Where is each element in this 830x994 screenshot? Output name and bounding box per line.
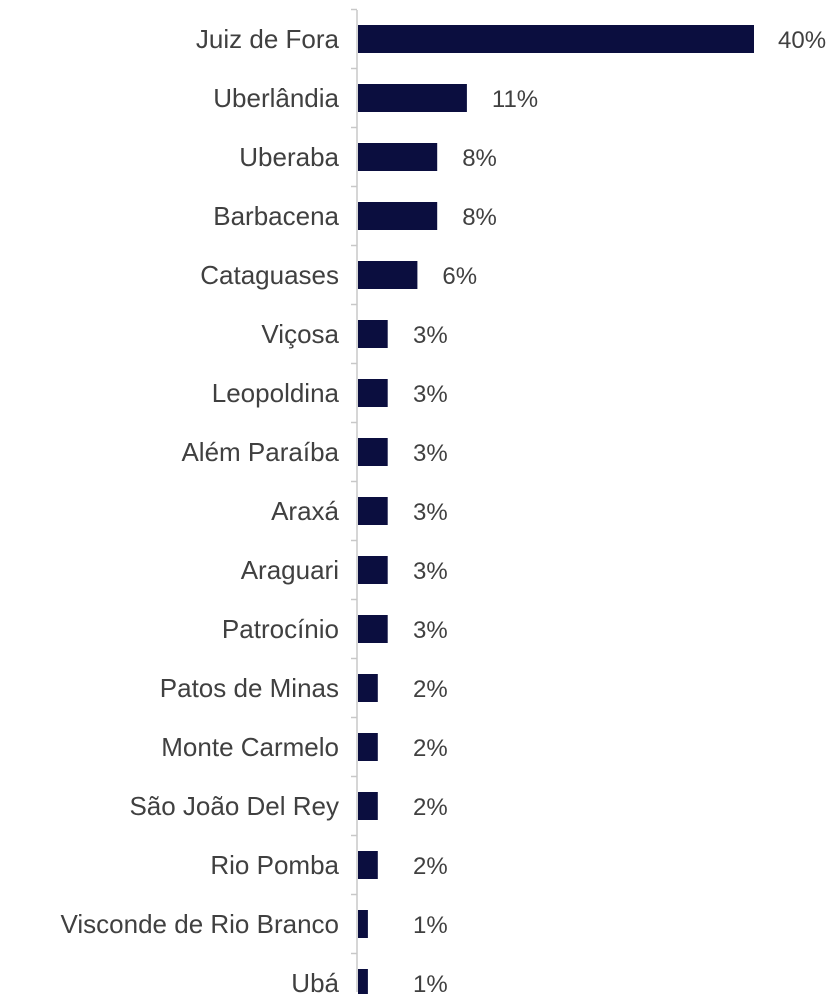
bar [358,851,378,879]
category-label: Visconde de Rio Branco [61,909,339,939]
value-label: 2% [413,735,448,762]
value-label: 40% [778,27,826,54]
category-label: Monte Carmelo [161,732,339,762]
bar [358,202,438,230]
category-label: Ubá [291,968,339,994]
value-label: 3% [413,440,448,467]
category-labels: Juiz de Fora Uberlândia Uberaba Barbacena Ca… [61,24,340,994]
bar [358,438,388,466]
bar [358,320,388,348]
bar [358,143,438,171]
value-label: 11% [492,86,538,113]
value-label: 1% [413,912,448,939]
bar [358,379,388,407]
bar [358,910,368,938]
bar [358,84,467,112]
value-label: 6% [442,263,477,290]
value-label: 2% [413,853,448,880]
category-label: Patrocínio [222,614,339,644]
category-label: Cataguases [200,260,339,290]
value-label: 8% [462,204,497,231]
value-label: 3% [413,381,448,408]
value-label: 3% [413,617,448,644]
category-label: Leopoldina [212,378,340,408]
category-label: Além Paraíba [181,437,339,467]
category-label: São João Del Rey [129,791,339,821]
value-label: 8% [462,145,497,172]
value-label: 2% [413,794,448,821]
category-label: Araxá [271,496,339,526]
category-label: Uberlândia [213,83,339,113]
category-label: Barbacena [213,201,339,231]
bar [358,615,388,643]
axis-ticks [351,8,357,955]
value-label: 3% [413,558,448,585]
bar [358,261,418,289]
category-label: Araguari [241,555,339,585]
category-label: Rio Pomba [210,850,339,880]
bar [358,674,378,702]
value-labels: 40% 11% 8% 8% 6% 3% 3% 3% 3% 3% 3% 2% 2% 2% 2% 1% 1% [413,27,826,994]
bar [358,792,378,820]
value-label: 3% [413,499,448,526]
value-label: 1% [413,971,448,994]
bars [358,25,754,994]
bar [358,556,388,584]
bar [358,497,388,525]
value-label: 2% [413,676,448,703]
category-label: Patos de Minas [160,673,339,703]
category-label: Viçosa [261,319,339,349]
bar [358,733,378,761]
bar [358,25,754,53]
category-label: Juiz de Fora [196,24,340,54]
bar [358,969,368,994]
value-label: 3% [413,322,448,349]
category-label: Uberaba [239,142,339,172]
